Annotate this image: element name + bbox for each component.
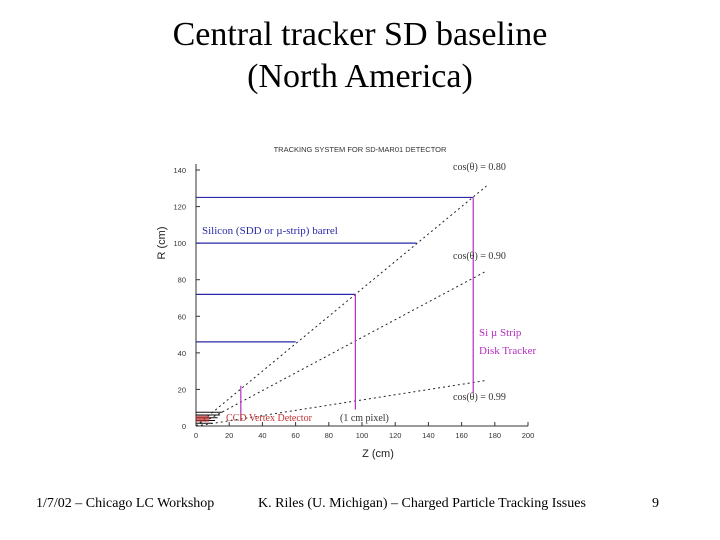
vertex-label: CCD Vertex Detector — [226, 413, 313, 424]
x-tick-label: 20 — [225, 431, 233, 440]
x-tick-label: 160 — [455, 431, 468, 440]
y-tick-label: 60 — [178, 312, 186, 321]
y-tick-label: 100 — [173, 239, 186, 248]
cos-label-090: cos(θ) = 0.90 — [453, 251, 506, 262]
x-tick-label: 80 — [325, 431, 333, 440]
slide-title-line-2: (North America) — [247, 58, 473, 95]
x-tick-label: 0 — [194, 431, 198, 440]
cos-theta-line — [195, 185, 487, 427]
figure-heading: TRACKING SYSTEM FOR SD-MAR01 DETECTOR — [274, 145, 447, 154]
barrel-label: Silicon (SDD or µ-strip) barrel — [202, 225, 338, 237]
x-tick-label: 120 — [389, 431, 402, 440]
vertex-note: (1 cm pixel) — [340, 413, 389, 424]
y-tick-label: 0 — [182, 422, 186, 431]
x-tick-label: 140 — [422, 431, 435, 440]
x-tick-label: 180 — [489, 431, 502, 440]
x-tick-label: 60 — [291, 431, 299, 440]
y-tick-label: 120 — [173, 203, 186, 212]
x-tick-label: 100 — [356, 431, 369, 440]
x-tick-label: 200 — [522, 431, 535, 440]
y-tick-label: 20 — [178, 385, 186, 394]
y-axis-label: R (cm) — [156, 227, 168, 260]
disk-label-line-2: Disk Tracker — [479, 345, 536, 357]
footer-date-event: 1/7/02 – Chicago LC Workshop — [36, 496, 215, 511]
disk-label-line-1: Si µ Strip — [479, 327, 522, 339]
y-tick-label: 40 — [178, 349, 186, 358]
beam-pipe — [196, 415, 210, 422]
cos-label-099: cos(θ) = 0.99 — [453, 392, 506, 403]
cos-theta-line — [195, 379, 487, 427]
y-tick-label: 80 — [178, 276, 186, 285]
x-tick-label: 40 — [258, 431, 266, 440]
x-axis-label: Z (cm) — [362, 448, 394, 460]
page-number: 9 — [652, 496, 659, 511]
slide-title-line-1: Central tracker SD baseline — [172, 16, 548, 53]
y-tick-label: 140 — [173, 166, 186, 175]
slide-title: Central tracker SD baseline (North Ameri… — [0, 14, 720, 98]
footer-author-topic: K. Riles (U. Michigan) – Charged Particl… — [258, 496, 586, 511]
cos-label-080: cos(θ) = 0.80 — [453, 162, 506, 173]
plot-area: 0 20 40 60 80 100 120 140 0 20 40 60 80 100 120 140 160 1… — [173, 162, 536, 440]
